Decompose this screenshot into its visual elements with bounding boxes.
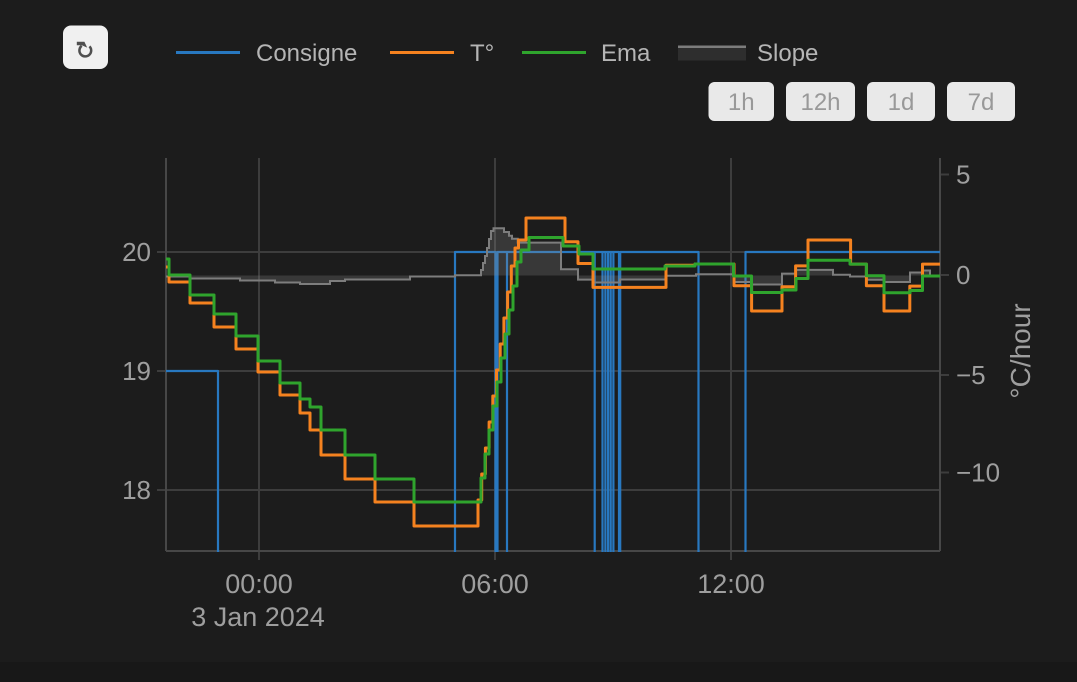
svg-text:Consigne: Consigne [256,40,357,67]
svg-text:3 Jan 2024: 3 Jan 2024 [191,602,325,632]
svg-text:00:00: 00:00 [225,569,293,599]
svg-text:0: 0 [956,260,970,290]
svg-text:Ema: Ema [601,40,651,67]
svg-text:1h: 1h [728,89,755,116]
svg-text:1d: 1d [888,89,915,116]
svg-text:19: 19 [122,356,151,386]
svg-text:12:00: 12:00 [697,569,765,599]
svg-text:Slope: Slope [757,40,818,67]
svg-text:−10: −10 [956,458,1000,488]
svg-text:T°: T° [470,40,494,67]
svg-text:5: 5 [956,160,970,190]
svg-text:−5: −5 [956,360,986,390]
svg-text:06:00: 06:00 [461,569,529,599]
svg-text:7d: 7d [968,89,995,116]
svg-text:12h: 12h [800,89,840,116]
svg-text:18: 18 [122,475,151,505]
svg-text:20: 20 [122,237,151,267]
svg-text:°C/hour: °C/hour [1005,303,1036,398]
